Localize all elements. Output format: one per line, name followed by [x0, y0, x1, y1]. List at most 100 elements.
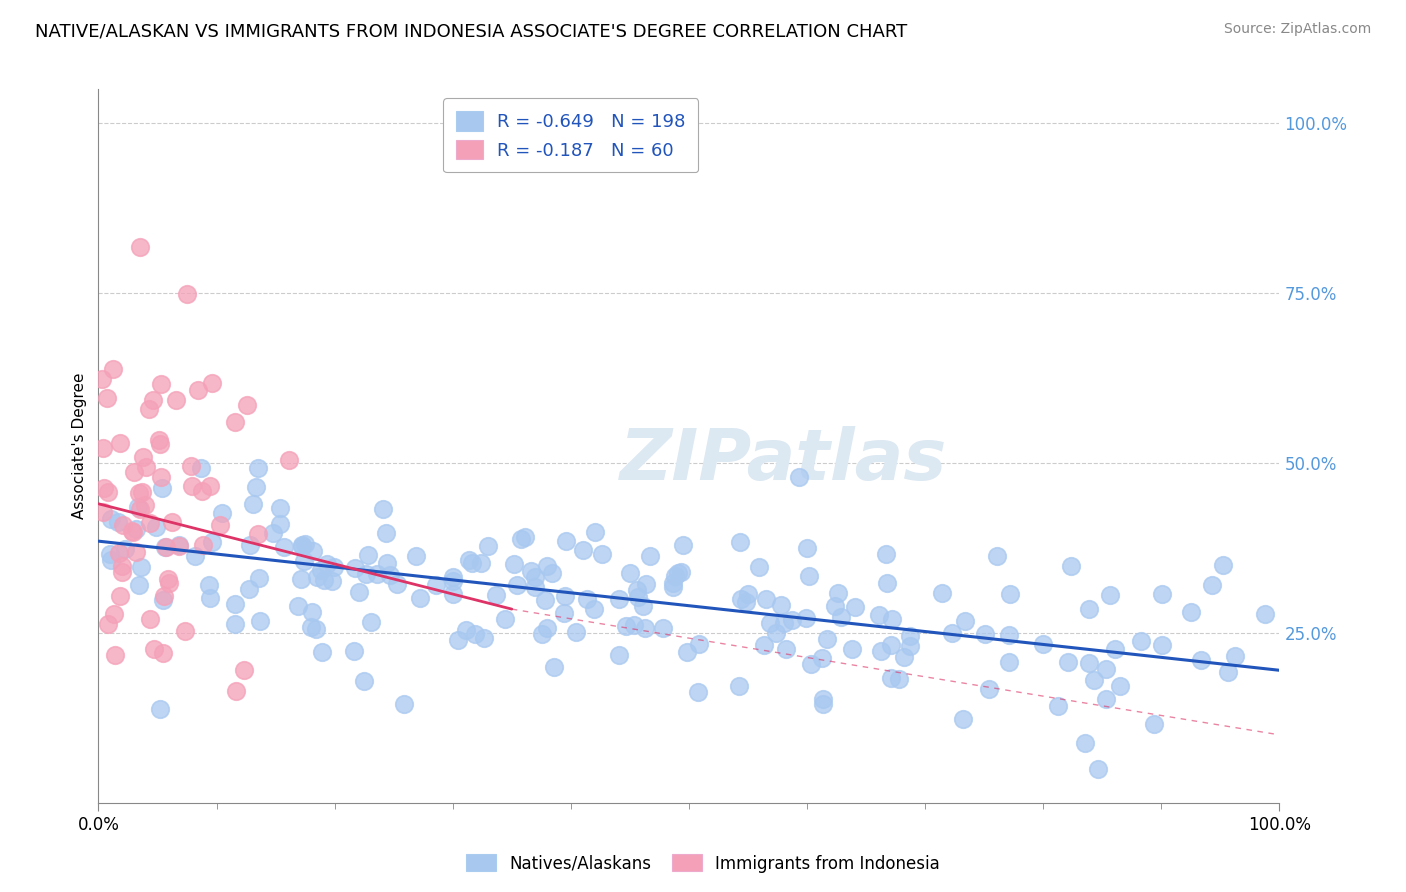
- Point: [245, 480, 267, 494]
- Point: [1150, 638, 1173, 652]
- Point: [772, 616, 794, 631]
- Point: [103, 607, 125, 621]
- Point: [1109, 679, 1132, 693]
- Point: [127, 500, 149, 515]
- Point: [662, 575, 685, 590]
- Point: [409, 591, 432, 605]
- Point: [815, 632, 838, 646]
- Point: [111, 558, 134, 573]
- Point: [225, 684, 247, 698]
- Point: [626, 583, 648, 598]
- Point: [1074, 735, 1097, 749]
- Point: [131, 484, 153, 499]
- Point: [502, 557, 524, 571]
- Point: [875, 548, 897, 562]
- Point: [1254, 607, 1277, 621]
- Point: [371, 502, 394, 516]
- Point: [1083, 673, 1105, 687]
- Point: [242, 497, 264, 511]
- Point: [553, 607, 575, 621]
- Point: [290, 572, 312, 586]
- Point: [322, 560, 344, 574]
- Point: [554, 589, 576, 603]
- Point: [108, 435, 131, 450]
- Point: [128, 501, 150, 516]
- Point: [100, 553, 122, 567]
- Point: [187, 383, 209, 397]
- Point: [1201, 578, 1223, 592]
- Point: [882, 611, 904, 625]
- Point: [536, 621, 558, 635]
- Point: [132, 450, 155, 464]
- Point: [142, 392, 165, 407]
- Point: [305, 622, 328, 636]
- Point: [309, 563, 332, 577]
- Point: [100, 512, 122, 526]
- Point: [1078, 601, 1101, 615]
- Point: [464, 626, 486, 640]
- Point: [582, 601, 605, 615]
- Point: [152, 589, 174, 603]
- Point: [998, 587, 1021, 601]
- Point: [153, 540, 176, 554]
- Point: [125, 522, 148, 536]
- Point: [754, 638, 776, 652]
- Point: [441, 570, 464, 584]
- Point: [540, 566, 562, 581]
- Point: [524, 581, 547, 595]
- Point: [190, 461, 212, 475]
- Point: [247, 460, 270, 475]
- Point: [686, 685, 709, 699]
- Point: [111, 566, 134, 580]
- Point: [474, 632, 496, 646]
- Point: [977, 682, 1000, 697]
- Point: [224, 616, 246, 631]
- Point: [193, 538, 215, 552]
- Point: [543, 660, 565, 674]
- Point: [1180, 605, 1202, 619]
- Point: [112, 517, 135, 532]
- Point: [344, 560, 367, 574]
- Point: [955, 614, 977, 628]
- Legend: R = -0.649   N = 198, R = -0.187   N = 60: R = -0.649 N = 198, R = -0.187 N = 60: [443, 98, 699, 172]
- Point: [134, 499, 156, 513]
- Point: [638, 549, 661, 563]
- Point: [824, 599, 846, 613]
- Point: [157, 572, 180, 586]
- Point: [191, 484, 214, 499]
- Point: [150, 376, 173, 391]
- Point: [107, 515, 129, 529]
- Point: [173, 624, 195, 638]
- Point: [152, 593, 174, 607]
- Point: [676, 644, 699, 658]
- Point: [269, 517, 291, 532]
- Point: [104, 648, 127, 662]
- Point: [827, 585, 849, 599]
- Point: [460, 556, 482, 570]
- Point: [139, 612, 162, 626]
- Point: [576, 592, 599, 607]
- Point: [380, 567, 402, 582]
- Point: [167, 540, 190, 554]
- Point: [148, 433, 170, 447]
- Point: [347, 585, 370, 599]
- Point: [211, 506, 233, 520]
- Point: [385, 576, 408, 591]
- Point: [150, 481, 173, 495]
- Point: [900, 639, 922, 653]
- Point: [769, 598, 792, 612]
- Point: [238, 582, 260, 596]
- Point: [302, 544, 325, 558]
- Point: [1032, 637, 1054, 651]
- Point: [441, 587, 464, 601]
- Point: [353, 673, 375, 688]
- Point: [305, 570, 328, 584]
- Point: [247, 571, 270, 585]
- Point: [986, 549, 1008, 564]
- Point: [879, 671, 901, 685]
- Point: [128, 240, 150, 254]
- Point: [536, 558, 558, 573]
- Point: [1094, 663, 1116, 677]
- Point: [236, 398, 259, 412]
- Point: [555, 533, 578, 548]
